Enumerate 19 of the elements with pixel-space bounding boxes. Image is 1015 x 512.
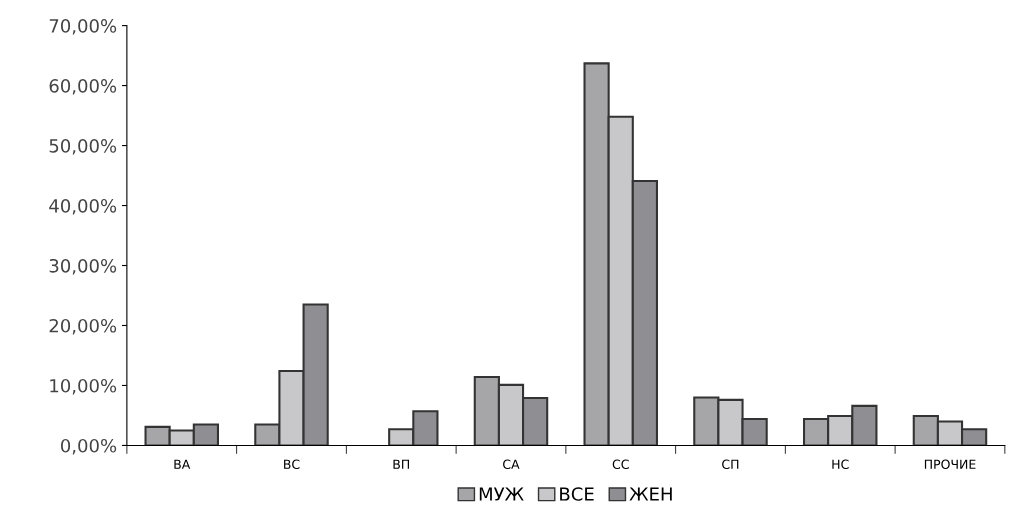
x-tick-label: ПРОЧИЕ — [924, 459, 976, 469]
y-tick-label: 40,00% — [49, 198, 117, 215]
y-tick-label: 70,00% — [49, 19, 117, 35]
x-tick-label: ВП — [393, 459, 409, 469]
legend-label: МУЖ — [479, 487, 524, 501]
x-tick-label: НС — [832, 459, 849, 469]
y-tick-label: 50,00% — [49, 139, 117, 155]
x-tick-label: ВС — [284, 459, 300, 469]
x-tick-label: СП — [722, 459, 739, 469]
legend-label: ВСЕ — [560, 487, 594, 501]
y-tick-label: 0,00% — [60, 438, 117, 455]
y-tick-label: 20,00% — [49, 318, 117, 335]
y-tick-label: 60,00% — [49, 79, 117, 95]
x-tick-label: СА — [503, 459, 520, 469]
x-tick-label: ВА — [174, 459, 191, 469]
x-tick-label: СС — [612, 459, 629, 469]
legend-label: ЖЕН — [629, 487, 672, 501]
y-tick-label: 10,00% — [50, 378, 117, 395]
y-tick-label: 30,00% — [49, 258, 117, 275]
